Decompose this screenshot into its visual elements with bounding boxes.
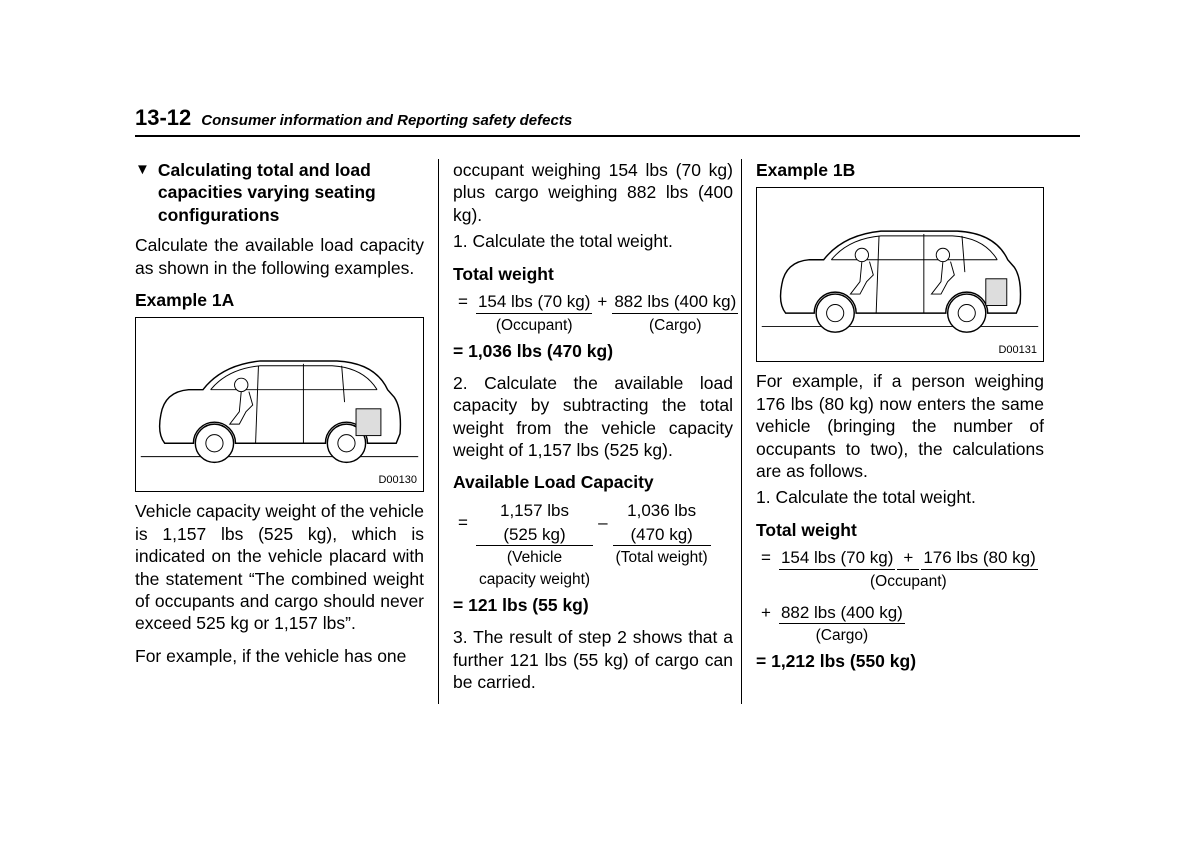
col2-step-2: 2. Calculate the available load capacity… — [453, 372, 733, 462]
alc-t2-top2: (470 kg) — [613, 524, 711, 547]
vehicle-diagram-1b-icon — [757, 188, 1043, 361]
column-1: ▼ Calculating total and load capacities … — [135, 159, 438, 704]
c3-t2-top: 176 lbs (80 kg) — [921, 547, 1037, 570]
tw-term1-top: 154 lbs (70 kg) — [476, 291, 592, 314]
minus-sign: – — [595, 500, 610, 547]
triangle-marker-icon: ▼ — [135, 159, 150, 180]
example-1a-label: Example 1A — [135, 289, 424, 311]
c3-row1-bot: (Occupant) — [779, 572, 1038, 592]
page: 13-12 Consumer information and Reporting… — [0, 0, 1200, 863]
col3-tw-label: Total weight — [756, 519, 1044, 541]
figure-1b: D00131 — [756, 187, 1044, 362]
col1-paragraph-2: For example, if the vehicle has one — [135, 645, 424, 667]
c3-t3-top: 882 lbs (400 kg) — [779, 602, 905, 625]
c3-t1-top: 154 lbs (70 kg) — [779, 547, 895, 570]
page-header: 13-12 Consumer information and Reporting… — [135, 105, 1080, 137]
alc-label: Available Load Capacity — [453, 471, 733, 493]
tw-term2-top: 882 lbs (400 kg) — [612, 291, 738, 314]
total-weight-label: Total weight — [453, 263, 733, 285]
alc-t1-bot2: capacity weight) — [476, 570, 593, 590]
figure-1a: D00130 — [135, 317, 424, 492]
col3-tw-equation-row1: = 154 lbs (70 kg) + 176 lbs (80 kg) (Occ… — [756, 545, 1040, 594]
col3-step-1: 1. Calculate the total weight. — [756, 486, 1044, 508]
column-2: occupant weighing 154 lbs (70 kg) plus c… — [438, 159, 741, 704]
alc-equation: = 1,157 lbs – 1,036 lbs (525 kg) (470 kg… — [453, 498, 713, 592]
tw-result: = 1,036 lbs (470 kg) — [453, 340, 733, 362]
alc-t1-top2: (525 kg) — [476, 524, 593, 547]
column-3: Example 1B — [741, 159, 1044, 704]
chapter-title: Consumer information and Reporting safet… — [201, 112, 572, 129]
col1-paragraph-1: Vehicle capacity weight of the vehicle i… — [135, 500, 424, 634]
vehicle-diagram-1a-icon — [136, 318, 423, 491]
page-number: 13-12 — [135, 105, 191, 131]
total-weight-equation: = 154 lbs (70 kg) + 882 lbs (400 kg) (Oc… — [453, 289, 740, 338]
alc-t1-bot1: (Vehicle — [476, 548, 593, 568]
col2-continuation: occupant weighing 154 lbs (70 kg) plus c… — [453, 159, 733, 226]
tw-term1-bot: (Occupant) — [476, 316, 592, 336]
c3-plus1: + — [897, 547, 919, 570]
c3-tw-result: = 1,212 lbs (550 kg) — [756, 650, 1044, 672]
alc-t1-top1: 1,157 lbs — [476, 500, 593, 522]
col3-tw-equation-row2: + 882 lbs (400 kg) (Cargo) — [756, 600, 907, 649]
eq-sign-3: = — [758, 547, 777, 570]
col2-step-1: 1. Calculate the total weight. — [453, 230, 733, 252]
col3-paragraph-1: For example, if a person weighing 176 lb… — [756, 370, 1044, 482]
figure-1a-label: D00130 — [378, 473, 417, 487]
col2-step-3: 3. The result of step 2 shows that a fur… — [453, 626, 733, 693]
example-1b-label: Example 1B — [756, 159, 1044, 181]
figure-1b-label: D00131 — [998, 343, 1037, 357]
plus-sign: + — [594, 291, 610, 314]
section-heading: ▼ Calculating total and load capacities … — [135, 159, 424, 226]
column-container: ▼ Calculating total and load capacities … — [135, 159, 1080, 704]
alc-result: = 121 lbs (55 kg) — [453, 594, 733, 616]
c3-plus2: + — [758, 602, 777, 625]
alc-t2-top1: 1,036 lbs — [613, 500, 711, 522]
section-heading-text: Calculating total and load capacities va… — [158, 159, 424, 226]
tw-term2-bot: (Cargo) — [612, 316, 738, 336]
alc-t2-bot: (Total weight) — [613, 548, 711, 568]
eq-sign: = — [455, 291, 474, 314]
c3-t3-bot: (Cargo) — [779, 626, 905, 646]
intro-paragraph: Calculate the available load capacity as… — [135, 234, 424, 279]
eq-sign-2: = — [455, 500, 474, 547]
